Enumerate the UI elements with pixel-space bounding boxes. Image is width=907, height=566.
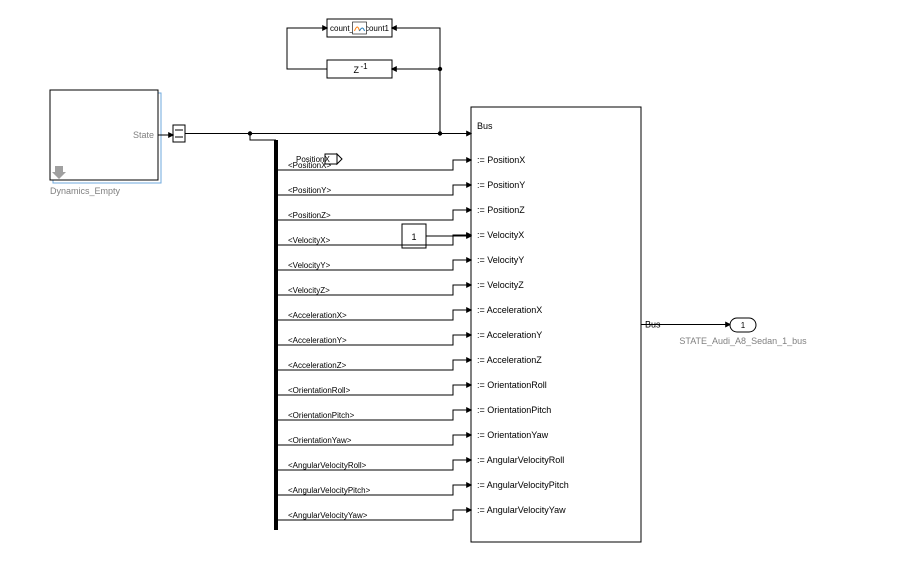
signal-label-5: <VelocityZ> bbox=[288, 286, 330, 295]
bus-assign-input-2: := PositionZ bbox=[477, 205, 525, 215]
signal-label-4: <VelocityY> bbox=[288, 261, 331, 270]
delay-block[interactable] bbox=[327, 60, 392, 78]
signal-label-14: <AngularVelocityYaw> bbox=[288, 511, 368, 520]
delay-label: Z bbox=[354, 65, 360, 75]
bus-assign-input-13: := AngularVelocityPitch bbox=[477, 480, 569, 490]
signal-label-10: <OrientationPitch> bbox=[288, 411, 355, 420]
bus-assign-input-11: := OrientationYaw bbox=[477, 430, 549, 440]
bus-assign-input-1: := PositionY bbox=[477, 180, 525, 190]
signal-label-7: <AccelerationY> bbox=[288, 336, 347, 345]
wire-delay-to-scope bbox=[287, 28, 327, 69]
simulink-diagram: StateDynamics_Emptycount_2count1Z-11BusB… bbox=[0, 0, 907, 566]
branch-dot-2 bbox=[438, 131, 442, 135]
signal-label-3: <VelocityX> bbox=[288, 236, 331, 245]
dynamics-block-label: Dynamics_Empty bbox=[50, 186, 121, 196]
wire-to-scope-right bbox=[392, 28, 440, 69]
bus-assign-input-8: := AccelerationZ bbox=[477, 355, 542, 365]
outport-num: 1 bbox=[741, 321, 746, 330]
bus-assign-input-14: := AngularVelocityYaw bbox=[477, 505, 566, 515]
signal-label-6: <AccelerationX> bbox=[288, 311, 347, 320]
scope-out-label: count1 bbox=[365, 24, 390, 33]
bus-assign-input-9: := OrientationRoll bbox=[477, 380, 547, 390]
branch-dot-3 bbox=[438, 67, 442, 71]
goto-tag-label: PositionX bbox=[296, 155, 330, 164]
port-label-state: State bbox=[133, 130, 154, 140]
bus-assign-input-5: := VelocityZ bbox=[477, 280, 524, 290]
signal-label-2: <PositionZ> bbox=[288, 211, 331, 220]
bus-assign-input-3: := VelocityX bbox=[477, 230, 524, 240]
bus-assign-input-7: := AccelerationY bbox=[477, 330, 542, 340]
bus-assign-input-4: := VelocityY bbox=[477, 255, 524, 265]
bus-assignment-block[interactable] bbox=[471, 107, 641, 542]
wire-to-busbar bbox=[250, 134, 276, 141]
bus-assign-input-10: := OrientationPitch bbox=[477, 405, 551, 415]
branch-dot-1 bbox=[248, 131, 252, 135]
bus-assign-input-12: := AngularVelocityRoll bbox=[477, 455, 564, 465]
bus-assign-input-6: := AccelerationX bbox=[477, 305, 542, 315]
signal-label-13: <AngularVelocityPitch> bbox=[288, 486, 371, 495]
delay-sup: -1 bbox=[361, 62, 369, 71]
constant-value: 1 bbox=[411, 232, 416, 242]
signal-label-8: <AccelerationZ> bbox=[288, 361, 347, 370]
signal-label-1: <PositionY> bbox=[288, 186, 331, 195]
bus-assign-in-label: Bus bbox=[477, 121, 493, 131]
outport-label: STATE_Audi_A8_Sedan_1_bus bbox=[679, 336, 807, 346]
signal-label-12: <AngularVelocityRoll> bbox=[288, 461, 367, 470]
signal-label-9: <OrientationRoll> bbox=[288, 386, 351, 395]
bus-assign-input-0: := PositionX bbox=[477, 155, 525, 165]
signal-label-11: <OrientationYaw> bbox=[288, 436, 352, 445]
scope-icon bbox=[353, 22, 367, 34]
bus-selector-block[interactable] bbox=[173, 125, 185, 142]
